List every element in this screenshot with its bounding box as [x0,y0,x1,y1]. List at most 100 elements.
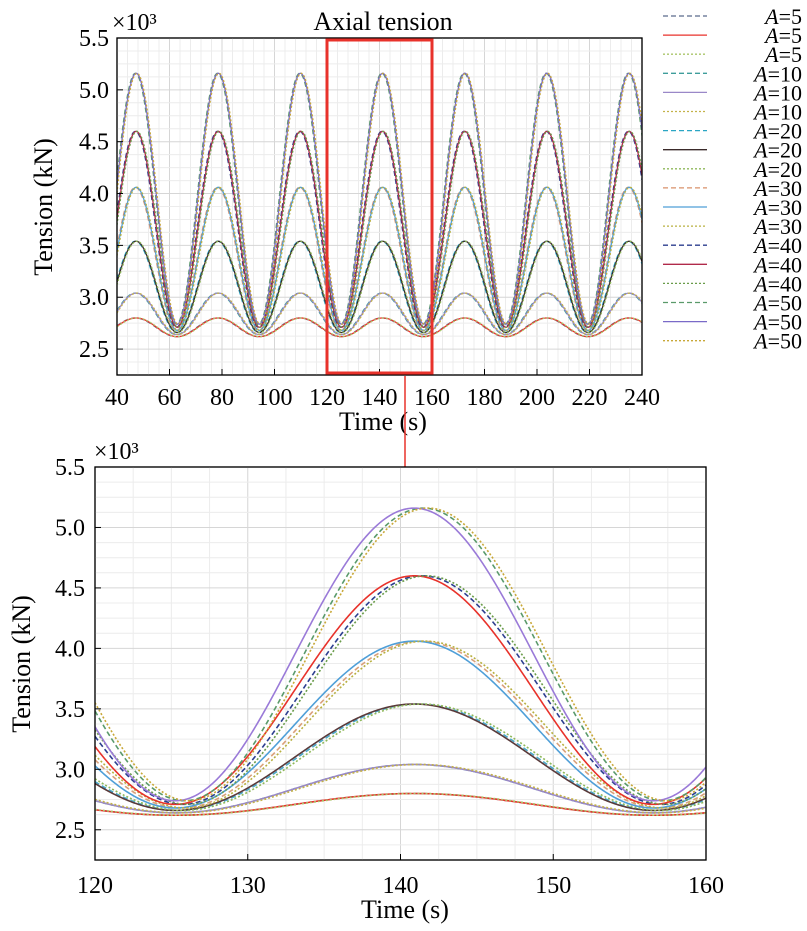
y-tick-label: 4.0 [79,182,109,208]
legend-entry: A=30 [663,195,802,220]
series-line-A-20 [95,703,706,812]
series-line-A-40 [95,575,706,806]
legend-label: A=20 [752,157,802,182]
zoom-ticks: 120 130 140 150 160 2.5 3.0 3.5 4.0 4.5 5.0 5.5 [55,455,724,899]
legend-label: A=30 [752,214,802,239]
legend-label: A=20 [752,119,802,144]
series-line-A-30 [117,186,642,332]
legend-label: A=40 [752,271,802,296]
x-tick-label: 240 [624,385,660,411]
zoom-panel: 120 130 140 150 160 2.5 3.0 3.5 4.0 4.5 5.0 5.5 ×10… [7,439,724,924]
x-tick-label: 160 [688,873,724,899]
legend-entry: A=50 [663,291,802,316]
legend-entry: A=40 [663,233,802,258]
legend-entry: A=30 [663,176,802,201]
overview-x-label: Time (s) [339,407,427,436]
series-line-A-50 [95,507,706,802]
legend-label: A=5 [763,23,802,48]
x-tick-label: 200 [519,385,555,411]
series-line-A-40 [117,130,642,328]
series-line-A-20 [117,240,642,334]
zoom-y-label: Tension (kN) [7,595,36,733]
y-tick-label: 2.5 [79,337,109,363]
series-line-A-40 [117,130,642,328]
zoom-x-label: Time (s) [361,895,449,924]
y-tick-label: 4.5 [79,130,109,156]
legend-entry: A=40 [663,271,802,296]
series-line-A-5 [117,317,642,338]
x-tick-label: 140 [383,873,419,899]
x-tick-label: 130 [230,873,266,899]
series-line-A-30 [95,640,706,809]
x-tick-label: 150 [535,873,571,899]
x-tick-label: 60 [158,385,182,411]
series-line-A-10 [117,292,642,336]
y-tick-label: 4.0 [55,636,85,662]
series-line-A-50 [95,507,706,802]
series-line-A-30 [95,640,706,809]
legend-label: A=50 [752,310,802,335]
y-tick-label: 3.5 [55,697,85,723]
x-tick-label: 220 [572,385,608,411]
y-tick-label: 3.5 [79,233,109,259]
series-line-A-20 [117,240,642,334]
legend-label: A=50 [752,329,802,354]
legend-label: A=5 [763,4,802,29]
legend-label: A=40 [752,252,802,277]
series-line-A-50 [117,72,642,325]
series-line-A-5 [95,792,706,817]
curve-group [95,507,706,817]
x-tick-label: 40 [105,385,129,411]
legend-label: A=50 [752,291,802,316]
legend-entry: A=50 [663,310,802,335]
series-line-A-40 [95,575,706,806]
legend: A=5A=5A=5A=10A=10A=10A=20A=20A=20A=30A=3… [663,4,802,354]
legend-entry: A=40 [663,252,802,277]
y-tick-label: 5.5 [55,455,85,481]
curve-group [117,72,642,338]
legend-entry: A=10 [663,80,802,105]
legend-label: A=30 [752,195,802,220]
series-line-A-50 [117,72,642,325]
legend-entry: A=5 [663,42,802,67]
legend-label: A=10 [752,61,802,86]
legend-label: A=10 [752,100,802,125]
x-tick-label: 100 [257,385,293,411]
legend-entry: A=30 [663,214,802,239]
zoom-frame [94,466,707,861]
y-tick-label: 3.0 [79,285,109,311]
series-line-A-20 [95,703,706,812]
x-tick-label: 180 [467,385,503,411]
overview-frame [116,37,643,376]
overview-y-multiplier: ×10³ [112,10,157,36]
y-tick-label: 5.0 [55,515,85,541]
highlight-box [325,38,434,375]
overview-panel: 40 60 80 100 120 140 160 180 200 220 240 2.5 3.0 3.5 4… [29,7,660,436]
legend-entry: A=20 [663,119,802,144]
legend-entry: A=10 [663,100,802,125]
legend-label: A=40 [752,233,802,258]
x-tick-label: 140 [362,385,398,411]
x-tick-label: 80 [210,385,234,411]
series-line-A-30 [117,186,642,332]
legend-label: A=10 [752,80,802,105]
zoom-y-multiplier: ×10³ [94,439,139,465]
legend-entry: A=10 [663,61,802,86]
y-tick-label: 3.0 [55,757,85,783]
legend-entry: A=5 [663,23,802,48]
x-tick-label: 120 [77,873,113,899]
y-tick-label: 2.5 [55,818,85,844]
overview-y-label: Tension (kN) [29,138,58,276]
overview-title: Axial tension [313,7,452,36]
x-tick-label: 160 [414,385,450,411]
legend-label: A=5 [763,42,802,67]
overview-curves [117,72,642,338]
y-tick-label: 4.5 [55,576,85,602]
x-tick-label: 120 [309,385,345,411]
legend-entry: A=5 [663,4,802,29]
legend-label: A=30 [752,176,802,201]
legend-label: A=20 [752,138,802,163]
y-tick-label: 5.0 [79,78,109,104]
zoom-curves [95,507,706,817]
